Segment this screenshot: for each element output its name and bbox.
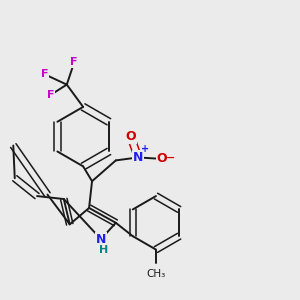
Text: F: F (47, 90, 54, 100)
Text: CH₃: CH₃ (146, 269, 166, 279)
Text: F: F (41, 69, 48, 79)
Text: F: F (70, 57, 78, 67)
Text: H: H (99, 245, 109, 256)
Text: N: N (133, 151, 143, 164)
Text: −: − (166, 152, 176, 162)
Text: N: N (96, 233, 106, 246)
Text: +: + (141, 144, 149, 154)
Text: O: O (125, 130, 136, 143)
Text: O: O (157, 152, 167, 165)
